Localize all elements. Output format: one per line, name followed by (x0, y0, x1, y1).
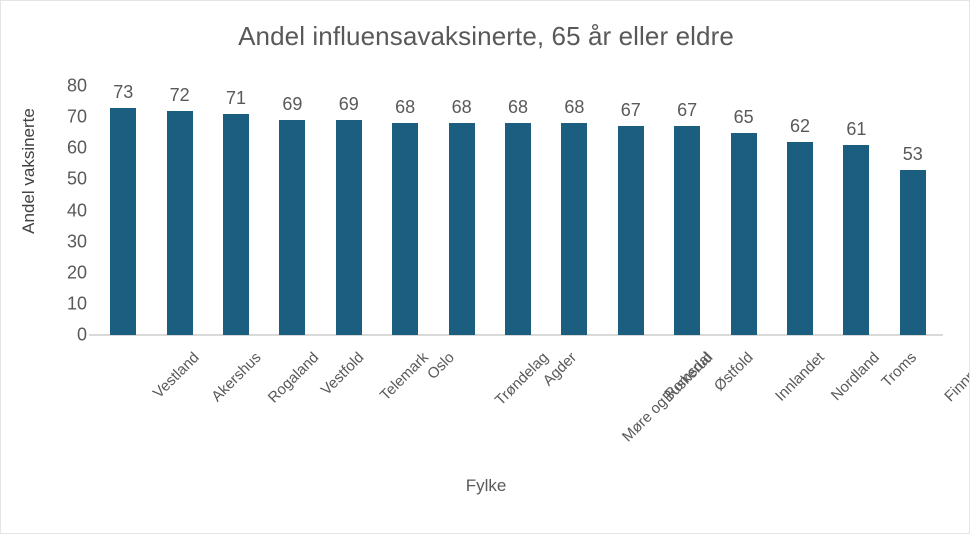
x-axis-category-label: Vestland (150, 349, 203, 402)
x-axis-category-label: Telemark (376, 349, 432, 405)
bar[interactable] (110, 107, 137, 335)
bar[interactable] (899, 170, 926, 335)
bar-value-label: 67 (677, 100, 698, 121)
bar[interactable] (505, 123, 531, 335)
x-axis-category-label: Akershus (207, 349, 265, 406)
bar[interactable] (674, 126, 701, 335)
bar-value-label: 68 (507, 97, 529, 118)
bar[interactable] (392, 123, 419, 335)
x-axis-line (89, 334, 943, 336)
bar[interactable] (561, 123, 588, 335)
x-axis-category-label: Rogaland (264, 349, 323, 407)
x-axis-category-label: Vestfold (318, 349, 368, 399)
bar[interactable] (223, 114, 249, 335)
x-axis-category-label: Oslo (424, 349, 459, 383)
y-axis-tick-label: 0 (76, 324, 87, 345)
y-axis-ticks: 0 10 20 30 40 50 60 70 80 (35, 76, 87, 345)
x-axis-category-label: Innlandet (771, 349, 828, 405)
bar-value-label: 69 (338, 94, 359, 115)
bar[interactable] (730, 132, 757, 335)
x-axis-category-label: Finnmark (941, 349, 970, 406)
y-axis-tick-label: 10 (66, 293, 87, 314)
bar-value-label: 62 (789, 116, 811, 137)
bar-value-label: 53 (902, 144, 923, 165)
bar[interactable] (166, 110, 193, 335)
bar[interactable] (279, 120, 306, 335)
bar-value-label: 65 (733, 106, 754, 127)
y-axis-tick-label: 60 (66, 137, 87, 158)
y-axis-tick-label: 20 (66, 262, 87, 283)
x-axis-category-label: Agder (539, 349, 581, 390)
x-axis-category-label: Møre og Romsdal (619, 349, 716, 446)
bar[interactable] (335, 120, 362, 335)
y-axis-tick-label: 50 (66, 168, 87, 189)
bar-value-label: 67 (620, 100, 641, 121)
y-axis-tick-label: 40 (66, 200, 87, 220)
bar-value-label: 69 (282, 94, 303, 115)
bar-value-label: 72 (169, 84, 190, 105)
chart-title: Andel influensavaksinerte, 65 år eller e… (238, 21, 734, 51)
x-axis-category-label: Nordland (827, 349, 883, 405)
x-axis-title: Fylke (465, 476, 507, 495)
bar-value-label: 73 (113, 81, 134, 102)
x-axis-category-label: Østfold (711, 349, 757, 395)
bar[interactable] (617, 126, 644, 335)
bar-value-label: 71 (225, 88, 247, 108)
y-axis-tick-label: 30 (66, 231, 87, 252)
bar[interactable] (843, 145, 870, 335)
bar[interactable] (448, 123, 475, 335)
bar[interactable] (787, 142, 813, 335)
y-axis-tick-label: 70 (66, 106, 87, 127)
bar-value-label: 61 (846, 119, 867, 140)
plot-area: 73 72 71 69 69 68 68 68 68 67 67 65 62 61 53 (95, 82, 941, 335)
x-axis-category-label: Trøndelag (491, 349, 552, 409)
bar-value-label: 68 (451, 97, 472, 118)
x-axis-category-label: Buskerud (659, 349, 717, 406)
bar-value-label: 68 (564, 97, 585, 118)
y-axis-tick-label: 80 (66, 75, 87, 96)
x-axis-category-label: Troms (878, 349, 921, 391)
bar-value-label: 68 (395, 97, 416, 118)
